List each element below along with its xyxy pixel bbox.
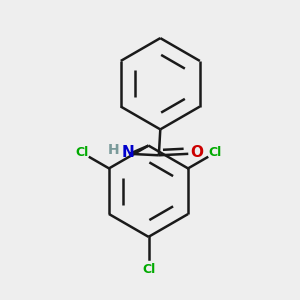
Text: N: N <box>122 146 134 160</box>
Text: Cl: Cl <box>142 263 155 276</box>
Text: O: O <box>190 146 203 160</box>
Text: Cl: Cl <box>75 146 88 159</box>
Text: H: H <box>107 143 119 157</box>
Text: Cl: Cl <box>209 146 222 159</box>
